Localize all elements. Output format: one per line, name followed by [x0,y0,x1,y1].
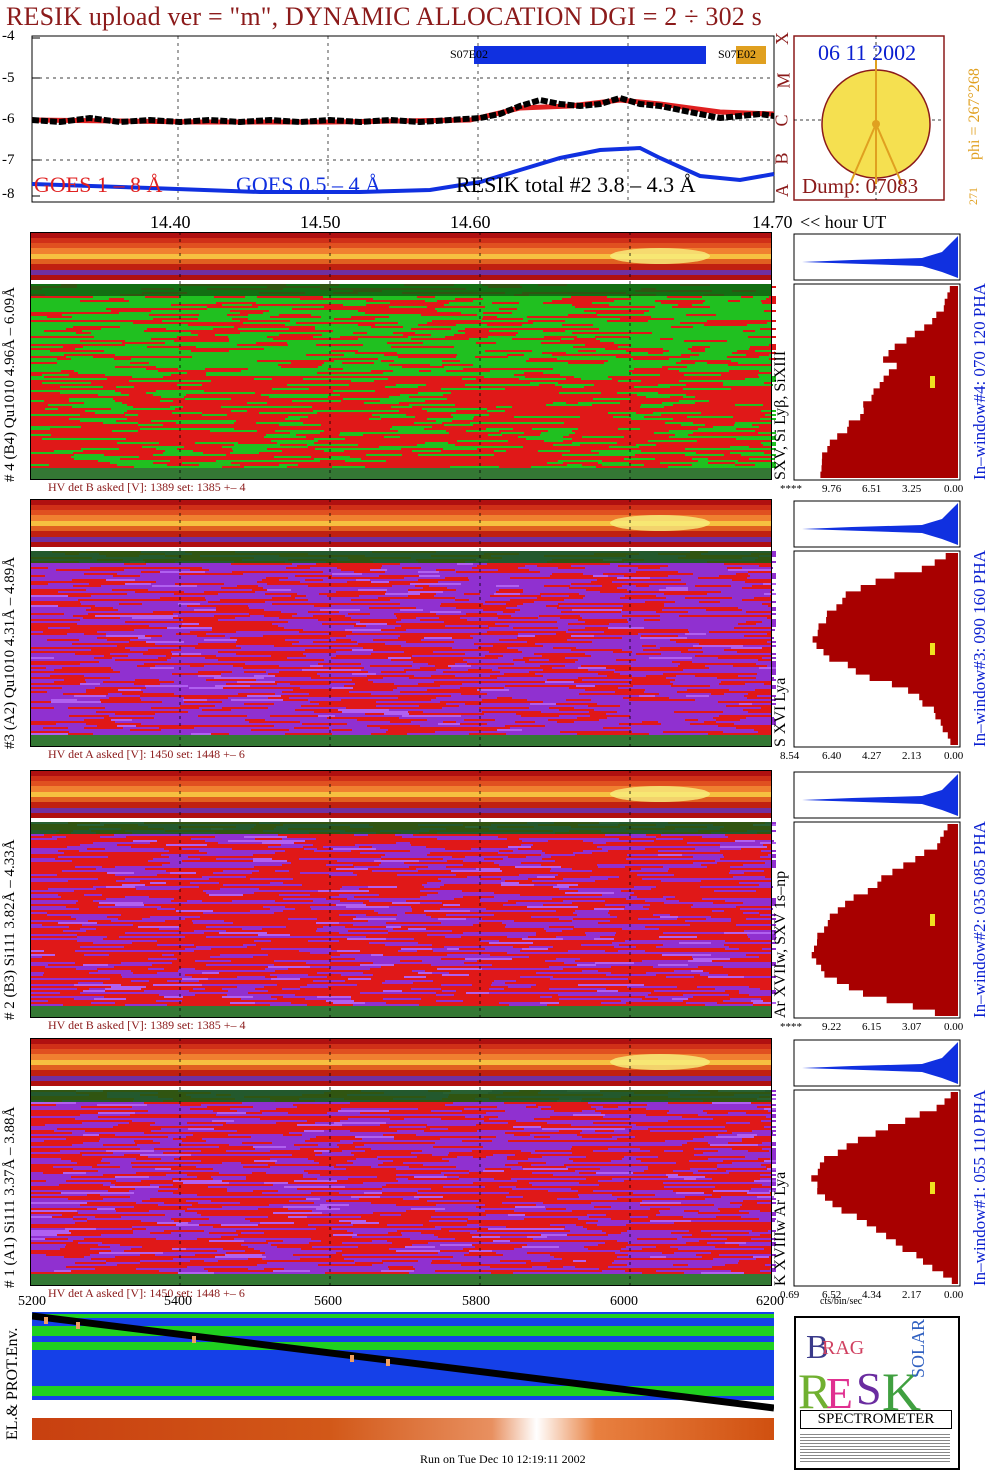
pha-tick: 4.34 [862,1289,882,1301]
channel-hv-label: HV det A asked [V]: 1450 set: 1448 +– 6 [48,747,245,761]
channel-window-label: In–window#3: 090 160 PHA [970,550,989,747]
channel-spectrogram [30,232,776,480]
pha-tick: 0.00 [944,1289,964,1301]
pha-tick: 6.15 [862,1021,882,1033]
pha-tick: 2.17 [902,1289,922,1301]
resik-logo: B RAG R E S K SOLAR SPECTROMETER [794,1316,960,1470]
pha-tick: **** [780,483,802,495]
pha-tick: **** [780,1021,802,1033]
time-tick-4: 14.70 [752,212,793,232]
channel-spectrogram [30,770,776,1018]
channel-ylabel: # 1 (A1) Si111 3.37Å – 3.88Å [2,1106,18,1288]
env-ylabel: EL.& PROT.Env. [4,1327,21,1440]
env-xtick-4: 5800 [462,1294,490,1309]
channel-2: HV det B asked [V]: 1389 set: 1385 +– 4 #… [0,770,1004,1033]
pha-tick: 3.25 [902,483,922,495]
channel-pha-plot [793,500,961,748]
goes-lightcurve-plot [31,35,775,203]
svg-text:S: S [856,1363,882,1414]
channel-hv-label: HV det B asked [V]: 1389 set: 1385 +– 4 [48,480,246,494]
goes-ytick-1: -4 [2,28,15,44]
logo-bottom-text: SPECTROMETER [800,1410,952,1429]
env-xtick-2: 5400 [164,1294,192,1309]
channel-pha-plot [793,1039,961,1287]
pha-tick: 6.51 [862,483,882,495]
pha-tick: 8.54 [780,750,800,762]
channel-pha-plot [793,771,961,1019]
sun-date: 06 11 2002 [818,40,917,65]
logo-fine-print [800,1432,950,1462]
env-xtick-1: 5200 [18,1294,46,1309]
legend-goes-1-8: GOES 1 – 8 Å [34,172,163,197]
channel-lines-label: K XVIIIw Ar Lya [772,1171,789,1286]
goes-ytick-2: -5 [2,70,15,86]
footer-run-info: Run on Tue Dec 10 12:19:11 2002 [420,1452,586,1466]
channel-1: HV det A asked [V]: 1450 set: 1448 +– 6 #… [0,1038,1004,1301]
channel-3: HV det A asked [V]: 1450 set: 1448 +– 6 #… [0,499,1004,762]
env-xtick-3: 5600 [314,1294,342,1309]
location-label-right: S07E02 [718,47,757,61]
env-panel [32,1312,774,1442]
sun-panel: 06 11 2002 Dump: 07083 [790,34,960,204]
pha-unit-label: cts/bin/sec [820,1296,863,1307]
time-tick-3: 14.60 [450,212,491,232]
channel-4: HV det B asked [V]: 1389 set: 1385 +– 4 #… [0,232,1004,495]
pha-tick: 9.22 [822,1021,842,1033]
pha-tick: 0.00 [944,483,964,495]
channel-lines-label: Ar XVIIw, SXV 1s–np [772,870,789,1018]
channel-spectrogram [30,1038,776,1286]
pha-tick: 0.69 [780,1289,800,1301]
sun-corner-value: 271 [966,187,980,205]
env-plot [32,1312,774,1440]
env-xtick-6: 6200 [756,1294,784,1309]
svg-text:RAG: RAG [822,1337,864,1359]
channel-ylabel: # 2 (B3) Si111 3.82Å – 4.33Å [2,839,18,1020]
goes-ytick-3: -6 [2,111,15,127]
logo-graphic: B RAG R E S K SOLAR [798,1319,928,1418]
sun-dump: Dump: 07083 [802,174,919,198]
channel-ylabel: # 4 (B4) Qu1010 4.96Å – 6.09Å [2,287,18,482]
goes-ytick-4: -7 [2,152,15,168]
channel-hv-label: HV det A asked [V]: 1450 set: 1448 +– 6 [48,1286,245,1300]
svg-text:R: R [798,1363,832,1418]
svg-text:E: E [826,1369,853,1418]
goes-ytick-5: -8 [2,186,15,202]
page-title: RESIK upload ver = "m", DYNAMIC ALLOCATI… [6,2,762,31]
pha-tick: 0.00 [944,1021,964,1033]
sun-disk-plot [793,35,945,201]
sun-phi-label: phi = 267°268 [966,68,983,160]
time-unit-label: << hour UT [800,212,887,232]
channel-window-label: In–window#4: 070 120 PHA [970,283,989,480]
channel-window-label: In–window#1: 055 110 PHA [970,1089,989,1286]
channel-lines-label: S XVI Lya [772,677,789,747]
svg-text:B: B [806,1329,829,1366]
pha-tick: 0.00 [944,750,964,762]
time-axis: 14.40 14.50 14.60 14.70 << hour UT [0,212,1004,234]
pha-tick: 9.76 [822,483,842,495]
time-tick-2: 14.50 [300,212,341,232]
channel-pha-plot [793,233,961,481]
legend-goes-05-4: GOES 0.5 – 4 Å [236,172,381,197]
goes-lightcurve-panel: -4 -5 -6 -7 -8 S07E02 S07E02 GOES 1 – 8 … [0,28,794,234]
pha-tick: 6.40 [822,750,842,762]
env-xtick-5: 6000 [610,1294,638,1309]
legend-resik-total: RESIK total #2 3.8 – 4.3 Å [456,172,696,197]
channel-hv-label: HV det B asked [V]: 1389 set: 1385 +– 4 [48,1018,246,1032]
channel-ylabel: #3 (A2) Qu1010 4.31Å – 4.89Å [2,556,18,749]
pha-tick: 2.13 [902,750,922,762]
pha-tick: 4.27 [862,750,882,762]
svg-text:K: K [882,1362,921,1418]
location-label-left: S07E02 [450,47,489,61]
pha-tick: 3.07 [902,1021,922,1033]
channel-window-label: In–window#2: 035 085 PHA [970,821,989,1018]
channel-lines-label: SXV, Si Lyβ, SiXIII [772,350,789,480]
svg-text:SOLAR: SOLAR [908,1319,928,1378]
channel-spectrogram [30,499,776,747]
time-tick-1: 14.40 [150,212,191,232]
pha-tick: 6.52 [822,1289,842,1301]
env-axis: 5200 5400 5600 5800 6000 6200 [0,1294,790,1312]
